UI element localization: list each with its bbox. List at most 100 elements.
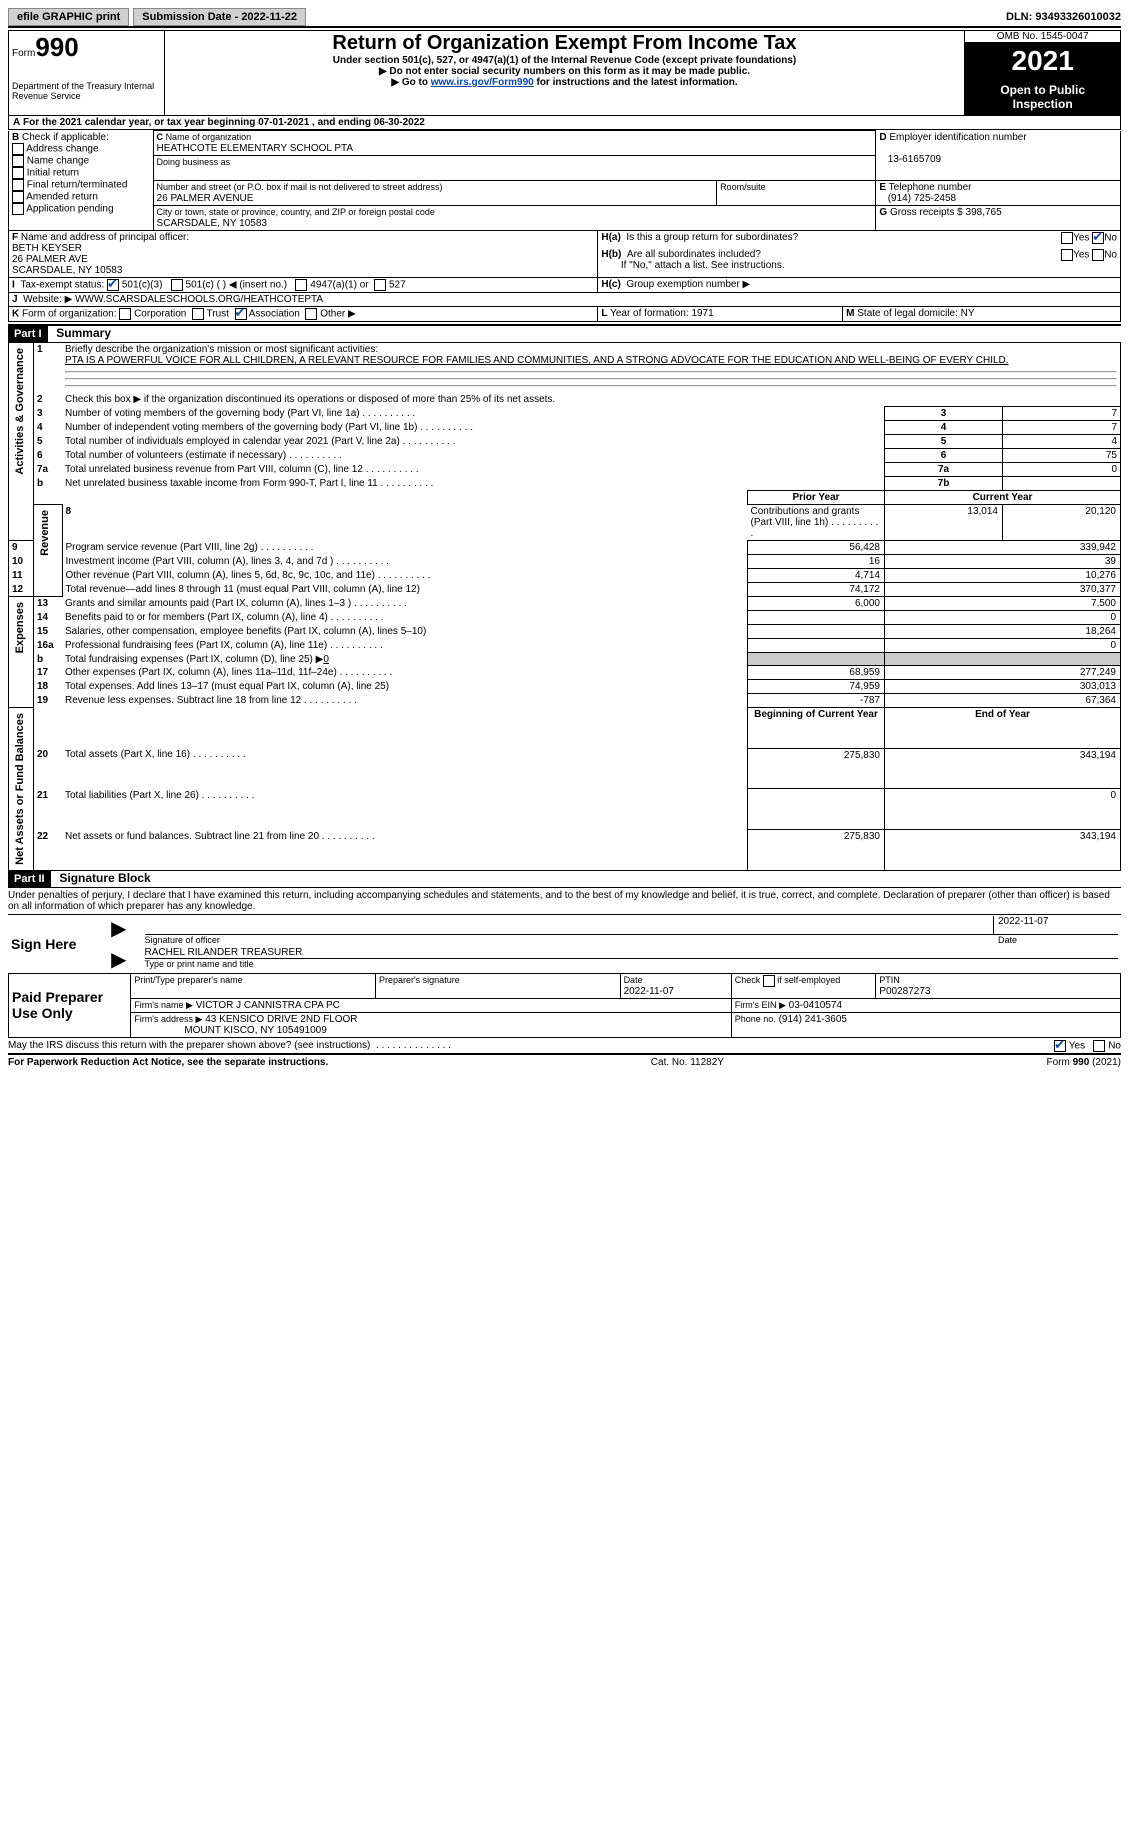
gross-receipts: 398,765 <box>966 207 1002 218</box>
line8-text: Contributions and grants (Part VIII, lin… <box>751 506 860 528</box>
line5-val: 4 <box>1003 435 1121 449</box>
j-label: Website: ▶ <box>23 294 72 305</box>
line18-prior: 74,959 <box>748 680 885 694</box>
line16b-text: Total fundraising expenses (Part IX, col… <box>65 654 329 665</box>
no-label2: No <box>1104 250 1117 261</box>
hb-label: Are all subordinates included? <box>627 249 761 260</box>
part2-header: Part II <box>8 871 51 887</box>
line12-text: Total revenue—add lines 8 through 11 (mu… <box>66 584 420 595</box>
omb-number: OMB No. 1545-0047 <box>965 31 1120 43</box>
dln: DLN: 93493326010032 <box>1006 11 1121 23</box>
firm-name-label: Firm's name ▶ <box>134 1000 193 1010</box>
form-number: 990 <box>35 32 78 62</box>
line20-text: Total assets (Part X, line 16) <box>65 749 190 760</box>
ha-label: Is this a group return for subordinates? <box>626 232 798 243</box>
line9-curr: 339,942 <box>885 541 1121 555</box>
chk-527[interactable] <box>374 279 386 291</box>
submission-date: Submission Date - 2022-11-22 <box>133 8 306 26</box>
may-irs-yes[interactable] <box>1054 1040 1066 1052</box>
chk-4947[interactable] <box>295 279 307 291</box>
line19-curr: 67,364 <box>885 694 1121 708</box>
chk-trust[interactable] <box>192 308 204 320</box>
chk-amended[interactable] <box>12 191 24 203</box>
top-bar: efile GRAPHIC print Submission Date - 20… <box>8 8 1121 28</box>
chk-name-change[interactable] <box>12 155 24 167</box>
prep-sig-label: Preparer's signature <box>379 975 460 985</box>
firm-addr-label: Firm's address ▶ <box>134 1014 202 1024</box>
ha-no[interactable] <box>1092 232 1104 244</box>
website: WWW.SCARSDALESCHOOLS.ORG/HEATHCOTEPTA <box>75 294 323 305</box>
line14-prior <box>748 611 885 625</box>
org-name: HEATHCOTE ELEMENTARY SCHOOL PTA <box>157 143 354 154</box>
may-irs-discuss: May the IRS discuss this return with the… <box>8 1038 1121 1053</box>
vlabel-expenses: Expenses <box>12 598 28 657</box>
footer-mid: Cat. No. 11282Y <box>651 1057 724 1068</box>
ptin: P00287273 <box>879 986 930 997</box>
form-title: Return of Organization Exempt From Incom… <box>168 32 962 55</box>
line14-text: Benefits paid to or for members (Part IX… <box>65 612 328 623</box>
telephone: (914) 725-2458 <box>888 193 956 204</box>
prep-date: 2022-11-07 <box>624 986 674 997</box>
line18-curr: 303,013 <box>885 680 1121 694</box>
line16b-curr <box>885 653 1121 666</box>
no-label: No <box>1104 233 1117 244</box>
l-label: Year of formation: <box>610 308 689 319</box>
irs-link[interactable]: www.irs.gov/Form990 <box>431 77 534 88</box>
vlabel-revenue: Revenue <box>37 506 53 560</box>
d-label: Employer identification number <box>889 132 1026 143</box>
may-irs-no[interactable] <box>1093 1040 1105 1052</box>
line9-prior: 56,428 <box>748 541 885 555</box>
declaration: Under penalties of perjury, I declare th… <box>8 887 1121 914</box>
ha-yes[interactable] <box>1061 232 1073 244</box>
chk-assoc[interactable] <box>235 308 247 320</box>
chk-other[interactable] <box>305 308 317 320</box>
sign-here-label: Sign Here <box>8 914 108 973</box>
hb-no[interactable] <box>1092 249 1104 261</box>
line16a-curr: 0 <box>885 639 1121 653</box>
line7a-val: 0 <box>1003 463 1121 477</box>
sig-date: 2022-11-07 <box>993 916 1118 934</box>
efile-print-button[interactable]: efile GRAPHIC print <box>8 8 129 26</box>
line4-val: 7 <box>1003 421 1121 435</box>
line15-text: Salaries, other compensation, employee b… <box>65 626 426 637</box>
line3-val: 7 <box>1003 407 1121 421</box>
city-label: City or town, state or province, country… <box>157 207 435 217</box>
line22-text: Net assets or fund balances. Subtract li… <box>65 831 319 842</box>
chk-501c[interactable] <box>171 279 183 291</box>
chk-app-pending[interactable] <box>12 203 24 215</box>
room-label: Room/suite <box>720 182 766 192</box>
col-current: Current Year <box>885 491 1121 505</box>
line14-curr: 0 <box>885 611 1121 625</box>
line7b-text: Net unrelated business taxable income fr… <box>65 478 378 489</box>
street-address: 26 PALMER AVENUE <box>157 193 254 204</box>
firm-addr2: MOUNT KISCO, NY 105491009 <box>184 1025 326 1036</box>
subtitle-2: ▶ Do not enter social security numbers o… <box>168 66 962 77</box>
chk-final-return[interactable] <box>12 179 24 191</box>
col-end: End of Year <box>885 708 1121 749</box>
line7b-box: 7b <box>885 477 1003 491</box>
f-label: Name and address of principal officer: <box>21 232 189 243</box>
line18-text: Total expenses. Add lines 13–17 (must eq… <box>65 681 389 692</box>
year-formation: 1971 <box>691 308 713 319</box>
line10-text: Investment income (Part VIII, column (A)… <box>66 556 334 567</box>
line8-curr: 20,120 <box>1003 505 1121 541</box>
chk-address-change[interactable] <box>12 143 24 155</box>
line9-text: Program service revenue (Part VIII, line… <box>66 542 258 553</box>
line13-prior: 6,000 <box>748 597 885 611</box>
paid-prep-label: Paid Preparer Use Only <box>9 973 131 1037</box>
subtitle-3: ▶ Go to www.irs.gov/Form990 for instruct… <box>168 77 962 88</box>
date-label: Date <box>998 935 1118 945</box>
subtitle3-pre: ▶ Go to <box>391 77 430 88</box>
phone-label: Phone no. <box>735 1014 776 1024</box>
chk-initial-return[interactable] <box>12 167 24 179</box>
opt-name-change: Name change <box>27 155 89 166</box>
opt-501c3: 501(c)(3) <box>122 280 163 291</box>
hb-yes[interactable] <box>1061 249 1073 261</box>
q2-text: Check this box ▶ if the organization dis… <box>65 394 555 405</box>
line22-curr: 343,194 <box>885 830 1121 871</box>
officer-addr2: SCARSDALE, NY 10583 <box>12 265 122 276</box>
chk-501c3[interactable] <box>107 279 119 291</box>
chk-corp[interactable] <box>119 308 131 320</box>
line11-prior: 4,714 <box>748 569 885 583</box>
self-emp-check[interactable]: Check if self-employed <box>735 975 841 985</box>
